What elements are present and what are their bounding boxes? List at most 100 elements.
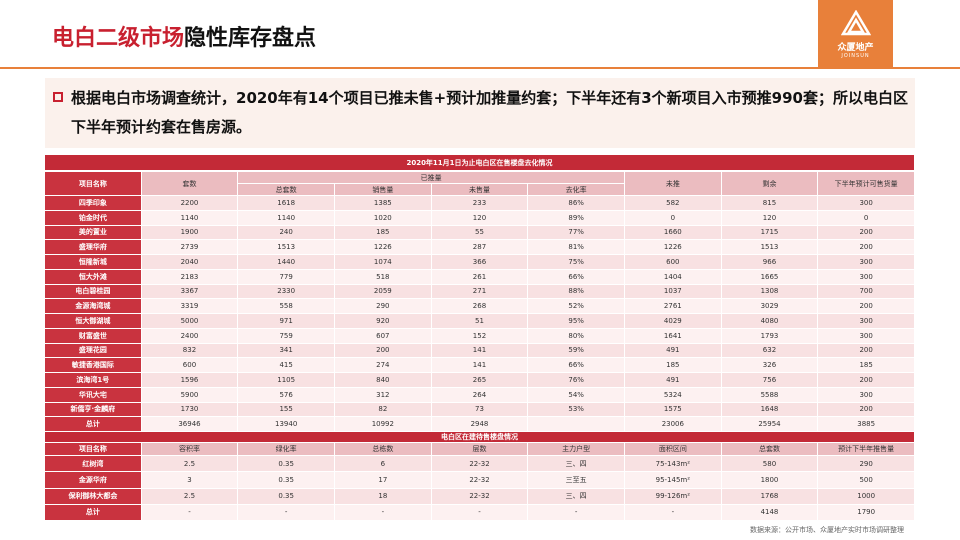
- data-cell: 95-145m²: [625, 472, 722, 489]
- data-cell: 77%: [528, 225, 625, 241]
- data-cell: 491: [625, 343, 722, 359]
- data-cell: 0: [625, 210, 722, 226]
- data-cell: 88%: [528, 284, 625, 300]
- data-cell: 3029: [721, 299, 819, 314]
- data-cell: 290: [818, 456, 915, 473]
- data-cell: 141: [431, 358, 529, 373]
- data-cell: 966: [721, 255, 819, 270]
- row-name: 四季印象: [45, 196, 142, 211]
- data-cell: -: [528, 504, 625, 521]
- data-cell: 300: [818, 387, 915, 403]
- data-cell: 264: [431, 387, 529, 403]
- data-cell: 95%: [528, 314, 625, 329]
- data-cell: 200: [818, 299, 915, 314]
- data-cell: 300: [818, 269, 915, 285]
- intro-text: 根据电白市场调查统计，2020年有14个项目已推未售+预计加推量约套；下半年还有…: [71, 89, 908, 136]
- data-cell: 300: [818, 314, 915, 329]
- data-cell: 1648: [721, 402, 819, 418]
- data-cell: 2059: [335, 284, 432, 300]
- title-red: 电白二级市场: [52, 26, 185, 51]
- data-cell: 2400: [141, 328, 239, 344]
- data-cell: 5900: [141, 387, 239, 403]
- data-cell: 5324: [625, 387, 722, 403]
- data-cell: 1226: [335, 240, 432, 255]
- data-cell: 51: [431, 314, 529, 329]
- data-cell: 1385: [335, 196, 432, 211]
- data-cell: 1575: [625, 402, 722, 418]
- data-cell: 52%: [528, 299, 625, 314]
- data-cell: 152: [431, 328, 529, 344]
- data-cell: 185: [625, 358, 722, 373]
- data-cell: 2200: [141, 196, 239, 211]
- data-cell: 600: [625, 255, 722, 270]
- header-cell: 销售量: [335, 184, 432, 196]
- bullet: [53, 92, 63, 102]
- data-cell: 1440: [238, 255, 335, 270]
- data-cell: 120: [431, 210, 529, 226]
- header-cell: 总栋数: [335, 443, 432, 456]
- row-name: 美的置业: [45, 225, 142, 241]
- data-cell: 36946: [141, 417, 239, 432]
- row-name: 保利御林大都会: [45, 488, 142, 505]
- data-cell: 1768: [721, 488, 819, 505]
- data-cell: 1800: [721, 472, 819, 489]
- data-cell: 815: [721, 196, 819, 211]
- table-title: 电白区在建待售楼盘情况: [45, 432, 915, 443]
- data-cell: 120: [721, 210, 819, 226]
- row-name: 恒大外滩: [45, 269, 142, 285]
- header-cell: 层数: [431, 443, 529, 456]
- header-cell: 项目名称: [45, 172, 142, 196]
- data-cell: 22-32: [431, 472, 529, 489]
- data-cell: 2761: [625, 299, 722, 314]
- data-cell: 75-143m²: [625, 456, 722, 473]
- data-cell: 1618: [238, 196, 335, 211]
- header-cell: 主力户型: [528, 443, 625, 456]
- data-cell: 1596: [141, 373, 239, 388]
- data-cell: 2.5: [141, 488, 239, 505]
- data-cell: 300: [818, 328, 915, 344]
- data-cell: 66%: [528, 269, 625, 285]
- row-name: 敏捷香港国际: [45, 358, 142, 373]
- data-cell: 59%: [528, 343, 625, 359]
- row-name: 盛理花园: [45, 343, 142, 359]
- data-cell: 200: [818, 240, 915, 255]
- data-cell: 341: [238, 343, 335, 359]
- data-cell: 576: [238, 387, 335, 403]
- data-cell: 75%: [528, 255, 625, 270]
- data-cell: 82: [335, 402, 432, 418]
- data-cell: 2040: [141, 255, 239, 270]
- data-cell: 13940: [238, 417, 335, 432]
- data-cell: 756: [721, 373, 819, 388]
- row-name: 红树湾: [45, 456, 142, 473]
- data-cell: 2.5: [141, 456, 239, 473]
- header-cell: 项目名称: [45, 443, 142, 456]
- row-name: 金源华府: [45, 472, 142, 489]
- data-cell: 4080: [721, 314, 819, 329]
- data-cell: 10992: [335, 417, 432, 432]
- data-cell: 1660: [625, 225, 722, 241]
- data-cell: 1226: [625, 240, 722, 255]
- title-black: 隐性库存盘点: [184, 26, 317, 51]
- header-cell: 绿化率: [238, 443, 335, 456]
- data-cell: 1513: [721, 240, 819, 255]
- data-cell: 55: [431, 225, 529, 241]
- data-cell: -: [431, 504, 529, 521]
- data-cell: 271: [431, 284, 529, 300]
- data-cell: 22-32: [431, 456, 529, 473]
- divider: [0, 67, 960, 69]
- data-cell: 三至五: [528, 472, 625, 489]
- data-cell: 80%: [528, 328, 625, 344]
- header-cell: 下半年预计可售货量: [818, 172, 915, 196]
- data-cell: 491: [625, 373, 722, 388]
- data-cell: 18: [335, 488, 432, 505]
- header-cell: 去化率: [528, 184, 625, 196]
- data-cell: 200: [818, 343, 915, 359]
- data-cell: 600: [141, 358, 239, 373]
- data-cell: 1513: [238, 240, 335, 255]
- data-cell: -: [141, 504, 239, 521]
- data-cell: -: [625, 504, 722, 521]
- data-cell: 518: [335, 269, 432, 285]
- data-cell: 53%: [528, 402, 625, 418]
- data-cell: 23006: [625, 417, 722, 432]
